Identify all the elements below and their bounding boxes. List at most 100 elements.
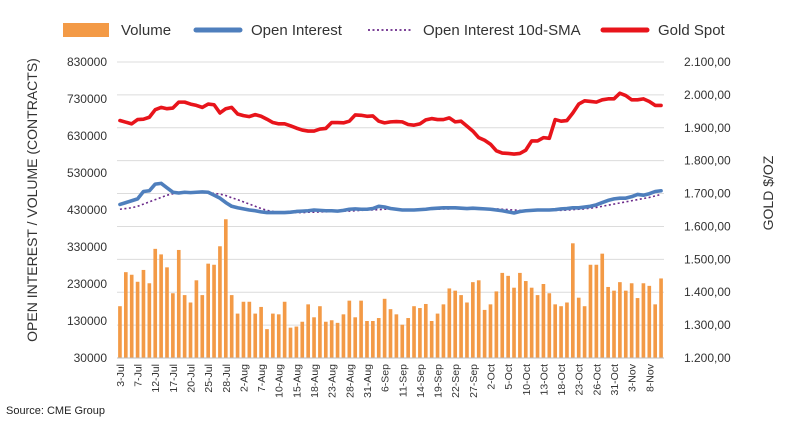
x-tick-label: 23-Oct	[574, 364, 586, 396]
volume-bar	[582, 306, 587, 358]
volume-bar	[559, 306, 563, 358]
volume-bar	[118, 306, 122, 358]
volume-bar	[171, 293, 175, 358]
x-tick-label: 18-Oct	[556, 364, 568, 396]
x-tick-label: 10-Oct	[521, 364, 533, 396]
volume-bar	[129, 274, 134, 358]
volume-bar	[176, 249, 181, 358]
y-right-tick-label: 1.400,00	[684, 285, 731, 299]
volume-bar	[635, 298, 640, 358]
volume-bar	[659, 278, 663, 358]
volume-bar	[200, 295, 205, 358]
volume-bar	[423, 303, 428, 358]
volume-bar	[400, 324, 405, 358]
volume-bar	[365, 321, 369, 358]
volume-bar	[441, 304, 446, 358]
volume-bar	[194, 280, 199, 358]
x-tick-label: 20-Jul	[186, 364, 198, 393]
x-tick-label: 6-Sep	[380, 364, 392, 392]
x-tick-label: 31-Aug	[362, 364, 374, 398]
x-tick-label: 13-Oct	[538, 364, 550, 396]
volume-bar	[312, 317, 316, 358]
x-tick-label: 3-Nov	[627, 363, 639, 392]
volume-bar	[641, 283, 646, 358]
volume-bar	[159, 254, 163, 358]
volume-bar	[271, 313, 275, 358]
x-axis: 3-Jul 7-Jul 12-Jul 17-Jul 20-Jul 25-Jul 28-Jul…	[115, 357, 664, 398]
volume-bar	[318, 306, 322, 358]
volume-bar	[594, 264, 599, 358]
volume-bar	[241, 301, 246, 358]
x-tick-label: 23-Aug	[327, 364, 339, 398]
volume-bar	[394, 314, 399, 358]
x-tick-label: 17-Jul	[168, 364, 180, 393]
volume-bar	[576, 297, 581, 358]
y-left-tick-label: 730000	[67, 92, 107, 106]
volume-bar	[341, 314, 346, 358]
volume-bar	[418, 308, 422, 358]
volume-bar	[465, 302, 469, 358]
gold-spot-line	[118, 91, 663, 156]
volume-bar	[123, 272, 128, 358]
volume-bar	[247, 301, 252, 358]
legend-volume-label: Volume	[121, 22, 171, 39]
open-interest-line	[118, 181, 663, 215]
x-tick-label: 15-Aug	[291, 364, 303, 398]
volume-bar	[347, 300, 352, 358]
volume-bar	[535, 295, 540, 358]
y-right-tick-label: 2.000,00	[684, 88, 731, 102]
y-right-tick-label: 1.600,00	[684, 219, 731, 233]
volume-bar	[135, 281, 140, 358]
volume-bar	[529, 287, 534, 358]
y-left-tick-label: 830000	[67, 55, 107, 69]
volume-bar	[147, 283, 152, 358]
volume-bar	[453, 290, 458, 358]
x-tick-label: 28-Jul	[221, 364, 233, 393]
volume-bar	[435, 313, 440, 358]
volume-bar	[588, 264, 593, 358]
volume-bar	[518, 272, 522, 358]
volume-bar	[512, 287, 516, 358]
y-right-tick-label: 1.900,00	[684, 121, 731, 135]
y-axis-left: 30000 130000 230000 330000 430000 530000 63000…	[67, 55, 107, 365]
volume-bar	[218, 246, 222, 358]
volume-bar	[235, 313, 240, 358]
volume-bar	[459, 295, 463, 358]
volume-bar	[276, 314, 281, 358]
x-tick-label: 2-Oct	[485, 364, 497, 390]
x-tick-label: 7-Jul	[133, 364, 145, 387]
volume-bar	[265, 329, 269, 358]
x-tick-label: 26-Oct	[591, 364, 603, 396]
volume-bar	[618, 282, 622, 358]
volume-bar	[482, 309, 487, 358]
legend-sma-label: Open Interest 10d-SMA	[423, 22, 581, 39]
volume-bar	[629, 283, 634, 358]
x-tick-label: 28-Aug	[344, 364, 356, 398]
volume-bar	[565, 302, 569, 358]
volume-bar	[182, 295, 187, 358]
volume-bar	[471, 282, 475, 358]
x-tick-label: 25-Jul	[203, 364, 215, 393]
volume-bar	[547, 293, 552, 358]
volume-bar	[488, 304, 493, 358]
x-tick-label: 5-Oct	[503, 364, 515, 390]
volume-bar	[188, 302, 193, 358]
volume-bar	[623, 290, 628, 358]
volume-bar	[541, 284, 546, 358]
y-left-tick-label: 430000	[67, 203, 107, 217]
source-note: Source: CME Group	[6, 405, 106, 417]
volume-bar	[141, 269, 146, 358]
legend-gold-label: Gold Spot	[658, 22, 726, 39]
volume-bar	[329, 320, 334, 358]
x-tick-label: 2-Aug	[238, 364, 250, 392]
volume-bar	[212, 264, 216, 358]
volume-bar	[406, 318, 410, 358]
y-right-tick-label: 1.800,00	[684, 154, 731, 168]
volume-bar	[323, 321, 328, 358]
volume-bar	[382, 298, 387, 358]
volume-bar	[506, 275, 510, 358]
volume-bar	[376, 318, 381, 358]
x-tick-label: 18-Aug	[309, 364, 321, 398]
volume-bar	[371, 321, 375, 358]
